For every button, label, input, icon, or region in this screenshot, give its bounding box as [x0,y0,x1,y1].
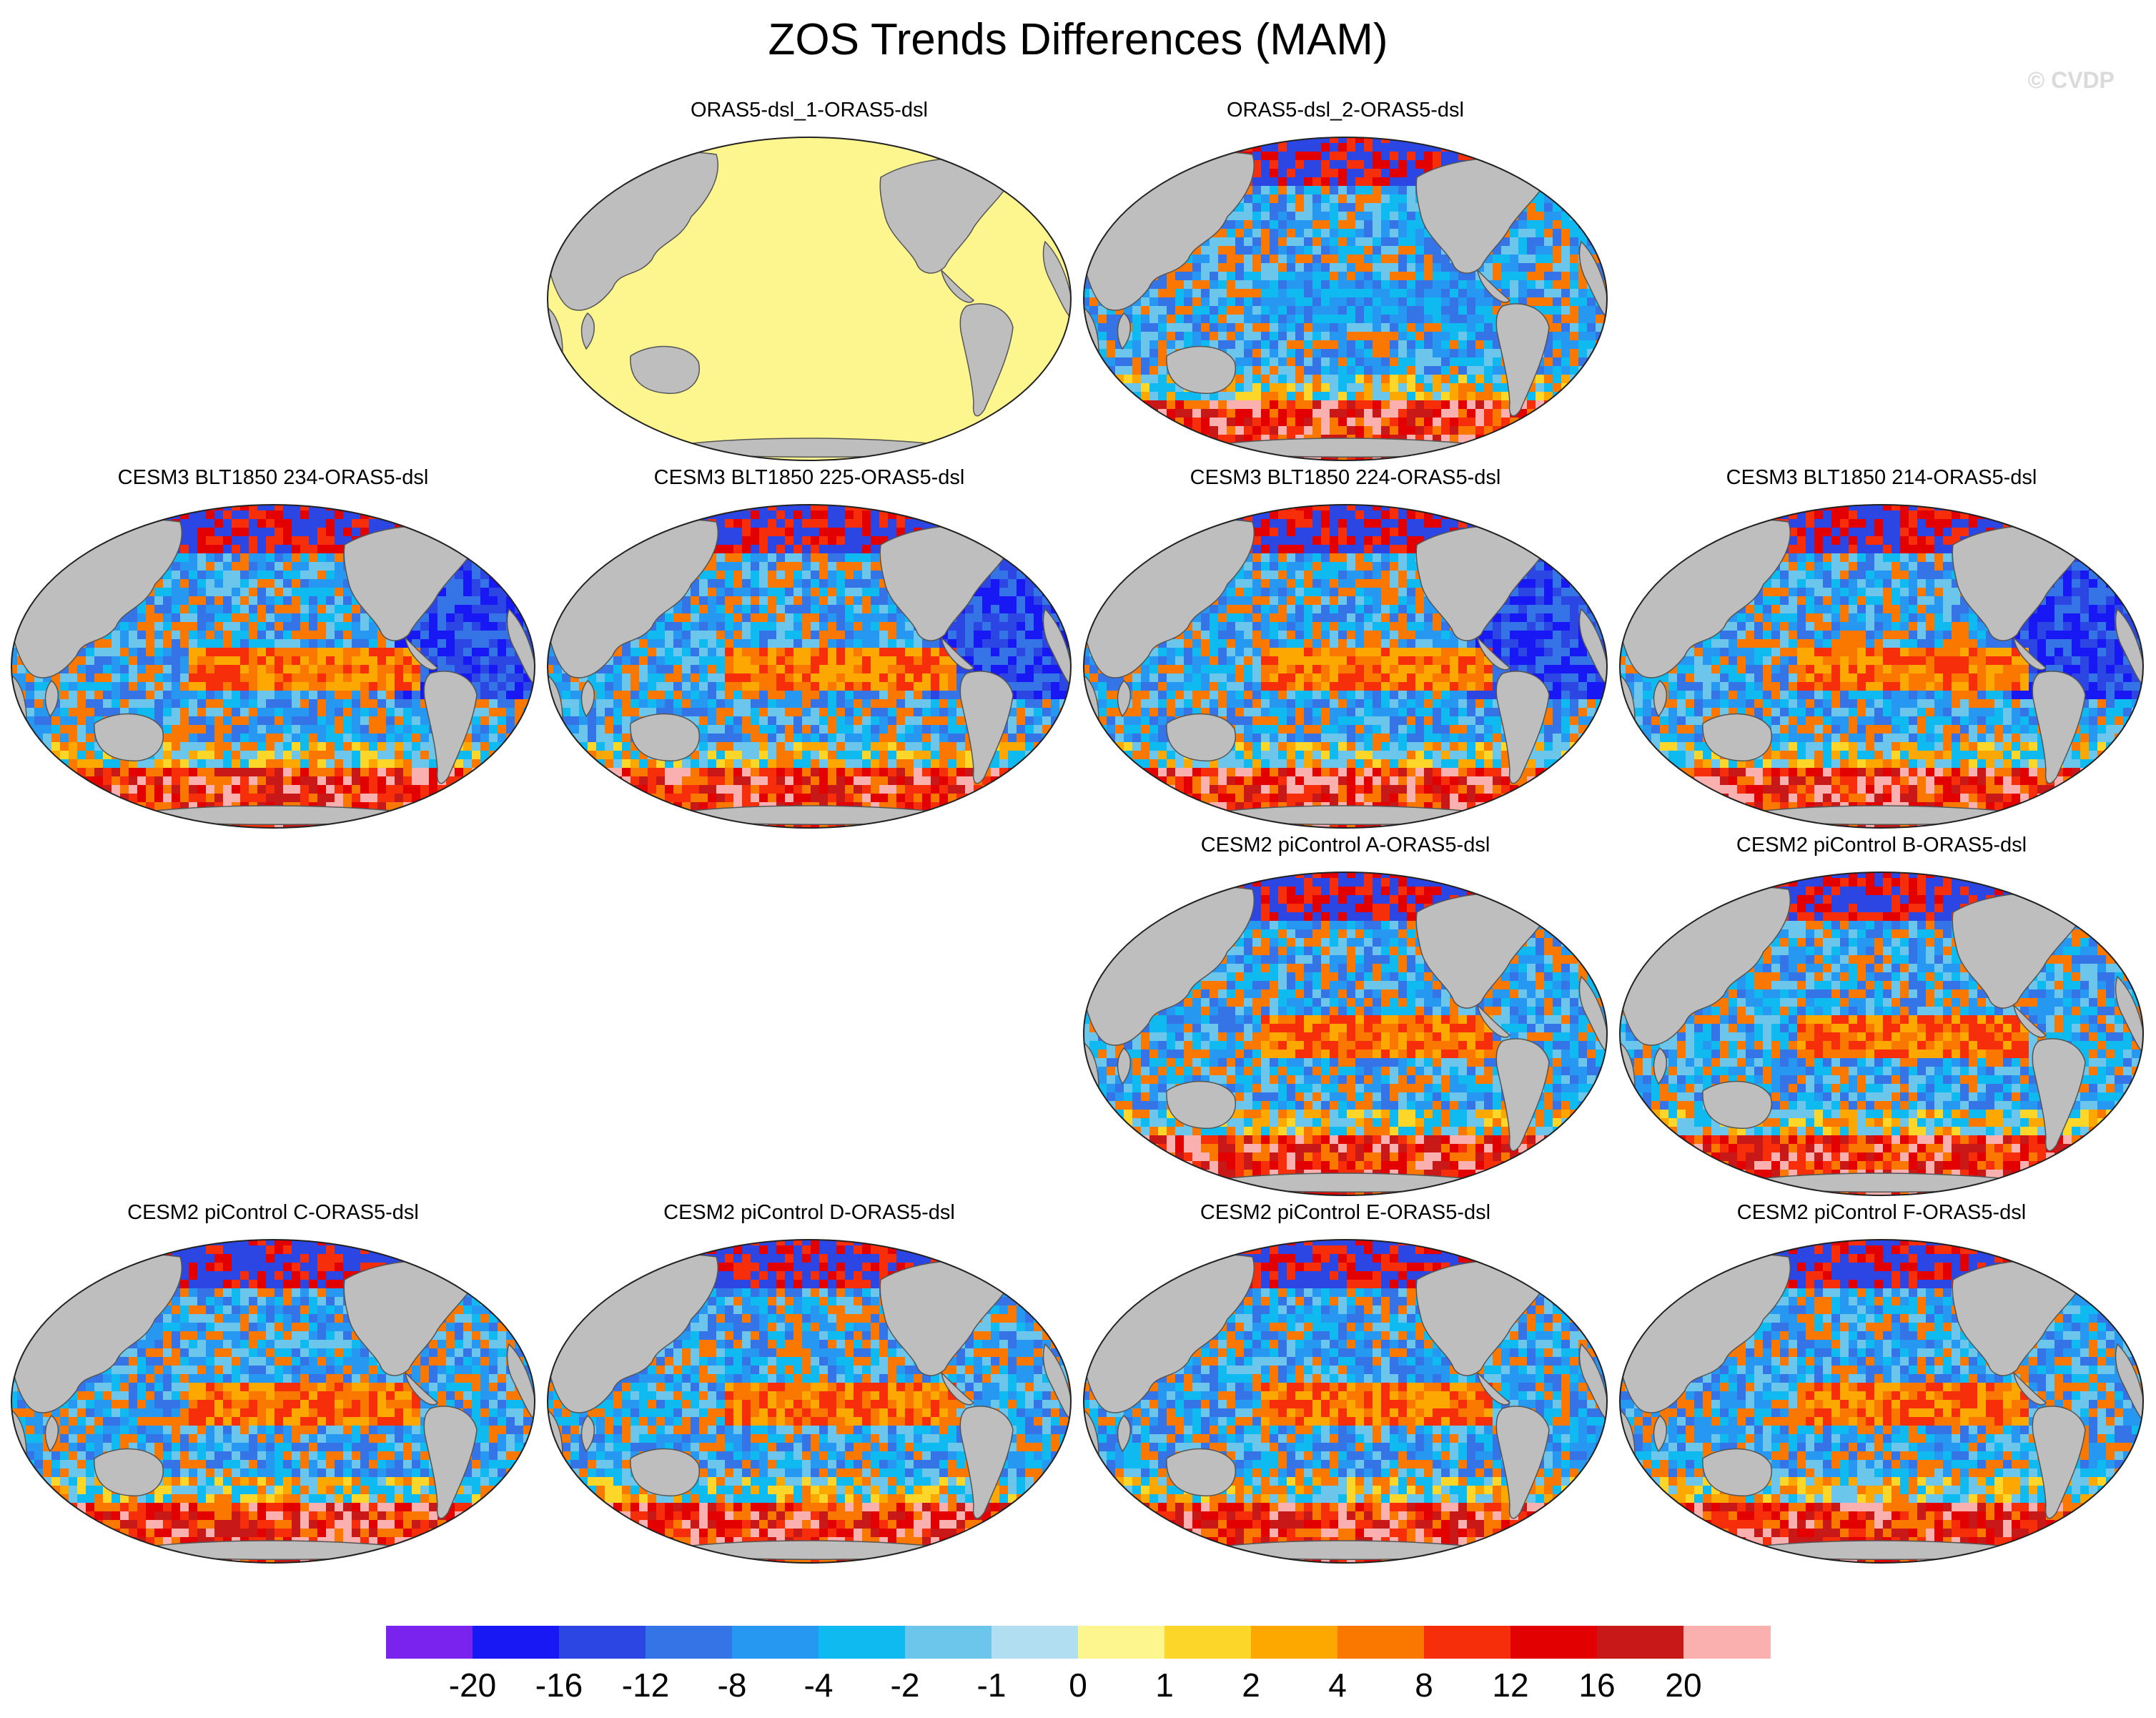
map-panel: CESM3 BLT1850 234-ORAS5-dsl [9,466,538,831]
map-panel: CESM2 piControl B-ORAS5-dsl [1617,834,2146,1198]
world-map [1619,1239,2144,1564]
colorbar-tick-label: -8 [718,1666,747,1704]
colorbar-box [559,1626,646,1659]
colorbar-tick-label: 0 [1069,1666,1087,1704]
map-panel: ORAS5-dsl_2-ORAS5-dsl [1081,99,1610,463]
map-panel: CESM2 piControl E-ORAS5-dsl [1081,1201,1610,1566]
world-map [11,1239,535,1564]
colorbar-tick-label: 1 [1155,1666,1174,1704]
panel-title: CESM2 piControl D-ORAS5-dsl [545,1201,1074,1225]
world-map [1083,137,1608,461]
colorbar-box [819,1626,906,1659]
panel-title: CESM2 piControl A-ORAS5-dsl [1081,834,1610,857]
map-panel: ORAS5-dsl_1-ORAS5-dsl [545,99,1074,463]
colorbar-tick-label: 20 [1665,1666,1701,1704]
colorbar-tick-label: 8 [1415,1666,1433,1704]
colorbar-box [646,1626,733,1659]
world-map [1619,872,2144,1196]
colorbar-box [905,1626,992,1659]
panel-title: CESM3 BLT1850 224-ORAS5-dsl [1081,466,1610,490]
colorbar-box [1078,1626,1165,1659]
panel-title: CESM2 piControl F-ORAS5-dsl [1617,1201,2146,1225]
colorbar-tick-label: -16 [535,1666,583,1704]
colorbar-box [1597,1626,1684,1659]
world-map [547,1239,1072,1564]
colorbar-box [1510,1626,1598,1659]
panel-title: CESM2 piControl C-ORAS5-dsl [9,1201,538,1225]
panel-title: CESM2 piControl B-ORAS5-dsl [1617,834,2146,857]
map-panel: CESM3 BLT1850 214-ORAS5-dsl [1617,466,2146,831]
colorbar-box [1424,1626,1511,1659]
colorbar-box [732,1626,819,1659]
panel-title: CESM2 piControl E-ORAS5-dsl [1081,1201,1610,1225]
panel-title: CESM3 BLT1850 234-ORAS5-dsl [9,466,538,490]
map-panel: CESM2 piControl C-ORAS5-dsl [9,1201,538,1566]
panel-title: CESM3 BLT1850 225-ORAS5-dsl [545,466,1074,490]
panel-title: ORAS5-dsl_1-ORAS5-dsl [545,99,1074,122]
colorbar-box [1683,1626,1771,1659]
map-panel: CESM2 piControl D-ORAS5-dsl [545,1201,1074,1566]
map-panel: CESM3 BLT1850 225-ORAS5-dsl [545,466,1074,831]
world-map [1083,1239,1608,1564]
colorbar-box [386,1626,473,1659]
colorbar-box [992,1626,1079,1659]
colorbar-box [1251,1626,1338,1659]
colorbar-tick-label: -20 [449,1666,496,1704]
world-map [1083,504,1608,829]
colorbar-tick-label: -1 [977,1666,1007,1704]
colorbar-tick-label: 4 [1328,1666,1347,1704]
colorbar [386,1626,1771,1660]
colorbar-tick-label: -4 [804,1666,834,1704]
world-map [547,137,1072,461]
map-panel: CESM3 BLT1850 224-ORAS5-dsl [1081,466,1610,831]
colorbar-tick-label: -12 [622,1666,669,1704]
panel-title: CESM3 BLT1850 214-ORAS5-dsl [1617,466,2146,490]
colorbar-box [1337,1626,1425,1659]
map-panel: CESM2 piControl A-ORAS5-dsl [1081,834,1610,1198]
world-map [11,504,535,829]
colorbar-tick-label: 2 [1242,1666,1260,1704]
world-map [1619,504,2144,829]
colorbar-box [1164,1626,1252,1659]
world-map [547,504,1072,829]
colorbar-tick-label: 16 [1578,1666,1615,1704]
colorbar-box [473,1626,560,1659]
cvdp-watermark: © CVDP [2028,67,2115,94]
world-map [1083,872,1608,1196]
map-panel: CESM2 piControl F-ORAS5-dsl [1617,1201,2146,1566]
colorbar-tick-label: -2 [891,1666,920,1704]
panel-title: ORAS5-dsl_2-ORAS5-dsl [1081,99,1610,122]
colorbar-tick-label: 12 [1492,1666,1528,1704]
figure-title: ZOS Trends Differences (MAM) [0,14,2156,65]
